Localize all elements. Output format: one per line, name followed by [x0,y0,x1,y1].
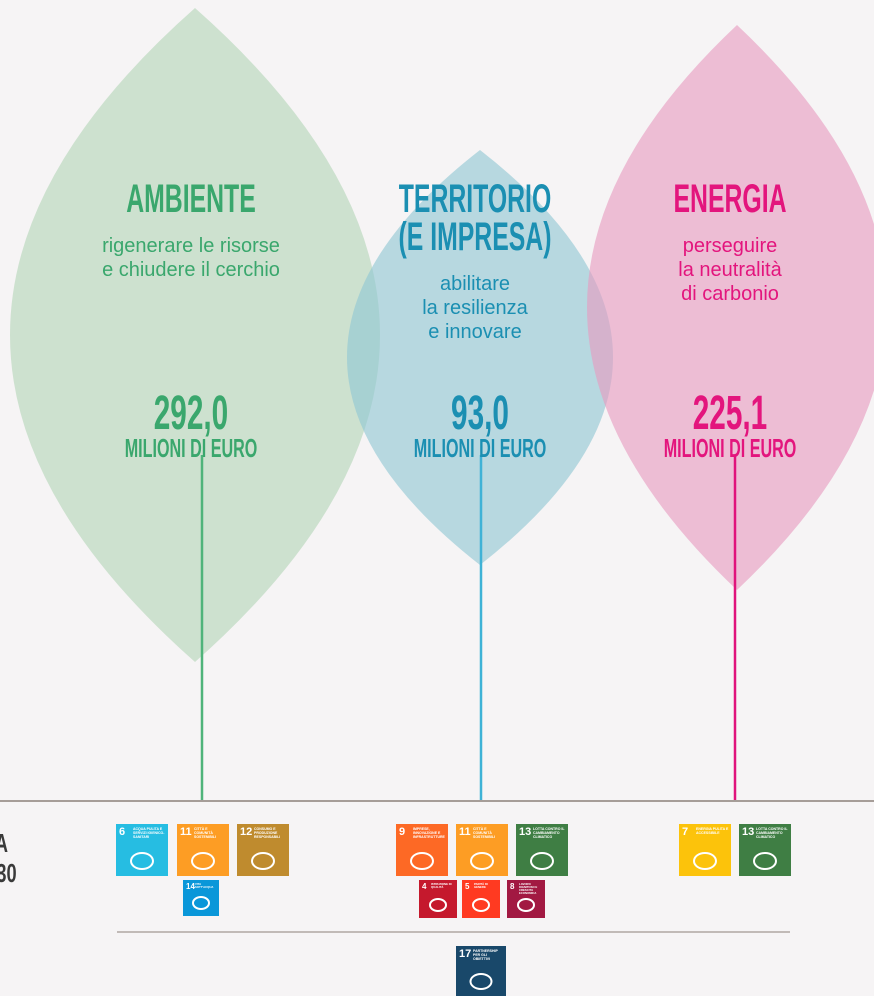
pillar-subtitle: perseguire la neutralità di carbonio [580,234,874,306]
pillar: TERRITORIO (E IMPRESA) abilitare la resil… [325,177,625,344]
leaf-ambiente [10,8,380,662]
sdg-icon: 4 ISTRUZIONE DI QUALITÀ [419,880,457,918]
sdg-glyph [472,898,490,912]
sdg-glyph [517,898,535,912]
sdg-label: PARTNERSHIP PER GLI OBIETTIVI [473,949,498,961]
sdg-icon: 11 CITTÀ E COMUNITÀ SOSTENIBILI [177,824,229,876]
sdg-label: CITTÀ E COMUNITÀ SOSTENIBILI [194,827,216,839]
pillar: AMBIENTE rigenerare le risorse e chiudere… [41,177,341,282]
pillar-title: ENERGIA [673,177,787,221]
sdg-label: PARITÀ DI GENERE [474,882,488,889]
sdg-number: 17 [459,948,472,960]
sdg-label: LOTTA CONTRO IL CAMBIAMENTO CLIMATICO [756,827,788,839]
sdg-label: ACQUA PULITA E SERVIZI IGIENICO-SANITARI [133,827,165,839]
amount: 225,1 [692,387,768,440]
sdg-glyph [429,898,447,912]
sdg-glyph [753,852,777,870]
sdg-number: 13 [519,826,532,838]
pillar-title: AMBIENTE [126,177,256,221]
sdg-icon: 5 PARITÀ DI GENERE [462,880,500,918]
sdg-glyph [530,852,554,870]
sdg-glyph [191,852,215,870]
amount: 93,0 [451,387,509,440]
sdg-icon: 8 LAVORO DIGNITOSO E CRESCITA ECONOMICA [507,880,545,918]
sdg-number: 5 [465,882,470,891]
sdg-number: 7 [682,826,689,838]
sdg-number: 12 [240,826,253,838]
line: abilitare [439,273,511,295]
amount: 292,0 [153,387,229,440]
leaf-territorio [347,150,613,565]
pillar-title: TERRITORIO [398,177,552,221]
sdg-label: ENERGIA PULITA E ACCESSIBILE [696,827,729,835]
pillar-subtitle: abilitare la resilienza e innovare [325,272,625,344]
unit: MILIONI DI EURO [663,433,797,463]
sdg-number: 11 [180,826,192,838]
pillar-value: 225,1 MILIONI DI EURO [580,387,874,463]
sdg-label: CITTÀ E COMUNITÀ SOSTENIBILI [473,827,495,839]
line: e chiudere il cerchio [102,259,280,281]
sdg-number: 14 [186,882,195,891]
sdg-icon: 6 ACQUA PULITA E SERVIZI IGIENICO-SANITAR… [116,824,168,876]
sdg-label: ISTRUZIONE DI QUALITÀ [431,882,452,889]
line: la neutralità [678,259,782,281]
sdg-number: 8 [510,882,515,891]
sdg-icon: 12 CONSUMO E PRODUZIONE RESPONSABILI [237,824,289,876]
line: e innovare [428,321,522,343]
sdg-glyph [251,852,275,870]
sdg-icon: 14 VITA SOTT'ACQUA [183,880,219,916]
pillar: ENERGIA perseguire la neutralità di carbon… [580,177,874,306]
sdg-icon: 13 LOTTA CONTRO IL CAMBIAMENTO CLIMATICO [516,824,568,876]
line: perseguire [682,235,778,257]
sdg-icon: 7 ENERGIA PULITA E ACCESSIBILE [679,824,731,876]
pillar-subtitle: rigenerare le risorse e chiudere il cerch… [41,234,341,282]
sdg-glyph [130,852,154,870]
edge-label: A [0,828,8,859]
line: la resilienza [422,297,528,319]
sdg-label: LAVORO DIGNITOSO E CRESCITA ECONOMICA [519,882,538,895]
unit: MILIONI DI EURO [413,433,547,463]
sdg-label: LOTTA CONTRO IL CAMBIAMENTO CLIMATICO [533,827,565,839]
sdg-label: IMPRESE, INNOVAZIONE E INFRASTRUTTURE [413,827,445,839]
sdg-label: VITA SOTT'ACQUA [195,882,214,889]
sdg-icon: 9 IMPRESE, INNOVAZIONE E INFRASTRUTTURE [396,824,448,876]
sdg-glyph [469,973,493,990]
pillar-value: 292,0 MILIONI DI EURO [41,387,341,463]
sdg-glyph [470,852,494,870]
line: rigenerare le risorse [102,235,280,257]
sdg-number: 6 [119,826,126,838]
line: di carbonio [681,283,779,305]
sdg-icon: 17 PARTNERSHIP PER GLI OBIETTIVI [456,946,506,996]
sdg-icon: 13 LOTTA CONTRO IL CAMBIAMENTO CLIMATICO [739,824,791,876]
sdg-glyph [410,852,434,870]
edge-label: 30 [0,858,17,888]
leaf-energia [587,25,874,590]
sdg-number: 11 [459,826,471,838]
sdg-number: 13 [742,826,755,838]
pillar-value: 93,0 MILIONI DI EURO [330,387,630,463]
sdg-glyph [192,896,210,910]
sdg-glyph [693,852,717,870]
pillar-title: (E IMPRESA) [398,215,552,259]
sdg-number: 4 [422,882,427,891]
sdg-label: CONSUMO E PRODUZIONE RESPONSABILI [254,827,281,839]
unit: MILIONI DI EURO [124,433,258,463]
sdg-icon: 11 CITTÀ E COMUNITÀ SOSTENIBILI [456,824,508,876]
sdg-number: 9 [399,826,406,838]
